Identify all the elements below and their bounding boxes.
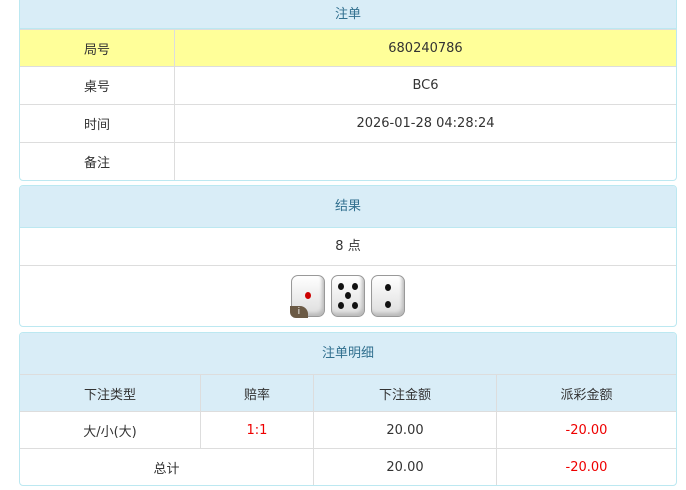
detail-panel: 注单明细 下注类型 赔率 下注金额 派彩金额 大/小(大) 1:1 20.00 … <box>19 332 677 486</box>
header-bet-type: 下注类型 <box>20 374 201 412</box>
label: 时间 <box>20 104 175 143</box>
row-remark: 备注 <box>20 142 676 180</box>
dice-row: i <box>20 266 676 321</box>
detail-title: 注单明细 <box>20 333 676 374</box>
result-points: 8 点 <box>20 228 676 266</box>
round-number: 680240786 <box>174 29 676 67</box>
total-row: 总计 20.00 -20.00 <box>20 448 676 485</box>
header-amount: 下注金额 <box>313 374 497 412</box>
result-title: 结果 <box>20 186 676 228</box>
total-amount: 20.00 <box>313 448 497 485</box>
time-value: 2026-01-28 04:28:24 <box>174 104 676 143</box>
row-round: 局号 680240786 <box>20 29 676 67</box>
bet-type: 大/小(大) <box>20 411 201 449</box>
order-panel: 注单 局号 680240786 桌号 BC6 时间 2026-01-28 04:28:… <box>19 0 677 181</box>
table-number: BC6 <box>174 66 676 105</box>
label: 局号 <box>20 29 175 67</box>
remark-value <box>174 142 676 180</box>
total-payout: -20.00 <box>496 448 676 485</box>
payout: -20.00 <box>496 411 676 449</box>
odds: 1:1 <box>200 411 314 449</box>
total-label: 总计 <box>20 448 314 485</box>
detail-header: 下注类型 赔率 下注金额 派彩金额 <box>20 374 676 412</box>
info-badge[interactable]: i <box>289 306 308 318</box>
table-row: 大/小(大) 1:1 20.00 -20.00 <box>20 411 676 449</box>
die-2 <box>371 275 406 317</box>
die-1: i <box>289 275 325 318</box>
header-payout: 派彩金额 <box>496 374 676 412</box>
die-5 <box>331 275 365 317</box>
row-time: 时间 2026-01-28 04:28:24 <box>20 104 676 143</box>
label: 桌号 <box>20 66 175 105</box>
header-odds: 赔率 <box>200 374 314 412</box>
order-title: 注单 <box>20 0 676 29</box>
result-panel: 结果 8 点 i <box>19 185 677 327</box>
row-table: 桌号 BC6 <box>20 66 676 105</box>
bet-amount: 20.00 <box>313 411 497 449</box>
label: 备注 <box>20 142 175 180</box>
